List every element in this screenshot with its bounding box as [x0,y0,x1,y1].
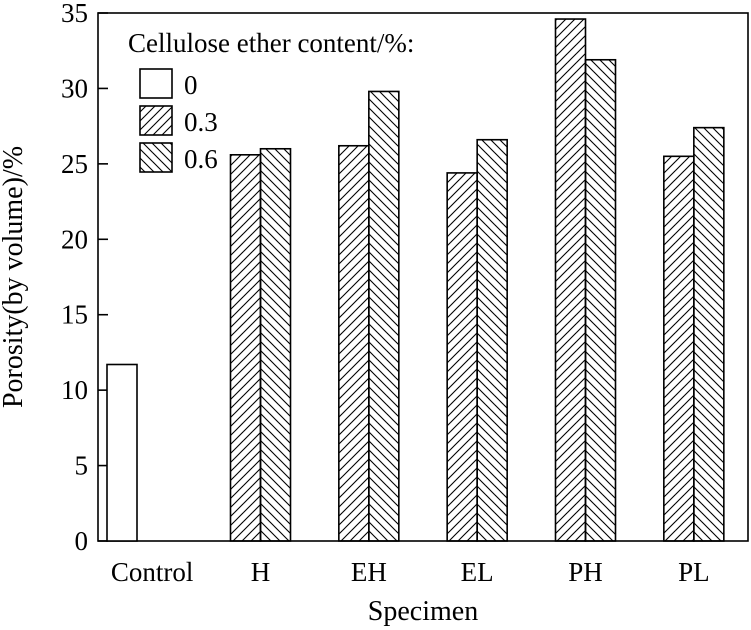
x-axis: Control H EH EL PH PL [111,557,710,587]
y-tick-label: 35 [61,0,88,28]
bar [476,138,508,542]
bar [584,58,617,542]
legend: Cellulose ether content/%: 0 0.3 0.6 [128,28,414,174]
bar [259,147,292,542]
x-tick-label: PL [678,557,710,587]
x-tick-label: H [251,557,271,587]
plot-area: 0 5 10 15 20 25 30 35 Control H EH EL PH PL [61,0,749,587]
y-tick-label: 20 [61,224,88,254]
y-tick-label: 0 [75,526,89,556]
bars [106,18,725,542]
legend-label: 0.6 [184,144,218,174]
legend-label: 0 [184,70,198,100]
y-tick-label: 25 [61,149,88,179]
legend-swatch [139,68,173,99]
bar [446,172,478,542]
y-tick-label: 30 [61,73,88,103]
bar [106,363,138,542]
y-tick-label: 5 [75,451,89,481]
legend-title: Cellulose ether content/%: [128,28,414,58]
bar [663,155,695,542]
x-tick-label: EL [461,557,494,587]
x-tick-label: Control [111,557,194,587]
bar [229,154,262,542]
y-axis-label: Porosity(by volume)/% [0,146,29,408]
bar [368,90,400,542]
x-tick-label: EH [351,557,387,587]
x-tick-label: PH [568,557,603,587]
x-axis-label: Specimen [368,596,478,627]
y-tick-label: 15 [61,300,88,330]
y-axis: 0 5 10 15 20 25 30 35 [61,0,108,556]
legend-swatch [139,142,173,173]
legend-label: 0.3 [184,107,218,137]
bar [554,18,587,542]
y-tick-label: 10 [61,375,88,405]
plot-frame [97,12,749,542]
bar [693,126,725,542]
bar [338,144,370,542]
legend-swatch [139,105,173,136]
